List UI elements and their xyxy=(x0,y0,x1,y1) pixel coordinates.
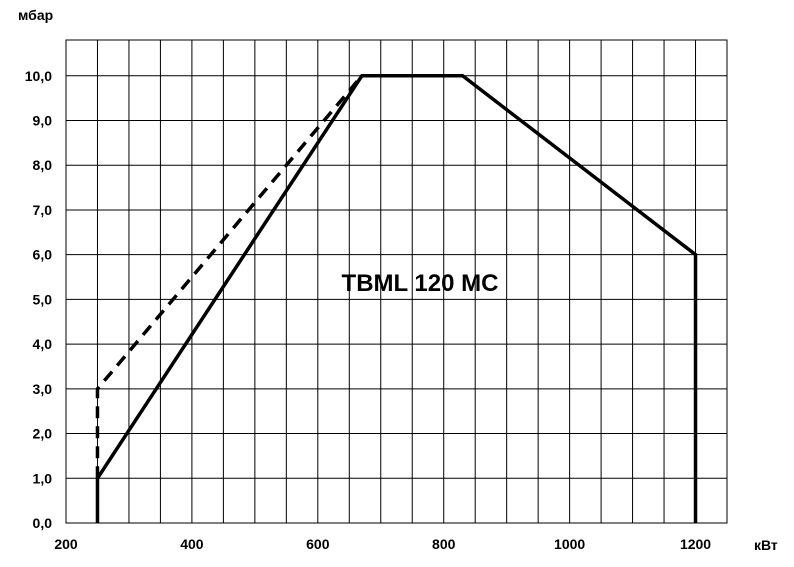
x-tick-label: 800 xyxy=(432,536,456,552)
chart-grid xyxy=(66,40,727,523)
y-tick-label: 9,0 xyxy=(33,113,53,129)
x-tick-label: 1200 xyxy=(680,536,711,552)
plot-frame xyxy=(65,39,728,524)
y-tick-label: 1,0 xyxy=(33,470,53,486)
y-tick-label: 6,0 xyxy=(33,247,53,263)
x-tick-label: 1000 xyxy=(554,536,585,552)
x-axis-tick-labels: 200 400 600 800 1000 1200 xyxy=(54,536,711,552)
x-axis-unit-label: кВт xyxy=(754,537,778,553)
series-line-solid xyxy=(95,74,698,523)
series-line-dashed xyxy=(95,74,364,479)
chart-title: TBML 120 MC xyxy=(342,270,499,297)
x-tick-label: 200 xyxy=(54,536,78,552)
y-axis-tick-labels: 0,0 1,0 2,0 3,0 4,0 5,0 6,0 7,0 8,0 9,0 10,0 xyxy=(25,68,52,531)
y-axis-unit-label: мбар xyxy=(18,7,53,23)
series-layer xyxy=(95,74,698,523)
y-tick-label: 0,0 xyxy=(33,515,53,531)
y-tick-label: 8,0 xyxy=(33,157,53,173)
x-tick-label: 400 xyxy=(180,536,204,552)
y-tick-label: 2,0 xyxy=(33,426,53,442)
y-tick-label: 3,0 xyxy=(33,381,53,397)
y-tick-label: 4,0 xyxy=(33,336,53,352)
y-tick-label: 5,0 xyxy=(33,291,53,307)
y-tick-label: 10,0 xyxy=(25,68,52,84)
x-tick-label: 600 xyxy=(306,536,330,552)
y-tick-label: 7,0 xyxy=(33,202,53,218)
